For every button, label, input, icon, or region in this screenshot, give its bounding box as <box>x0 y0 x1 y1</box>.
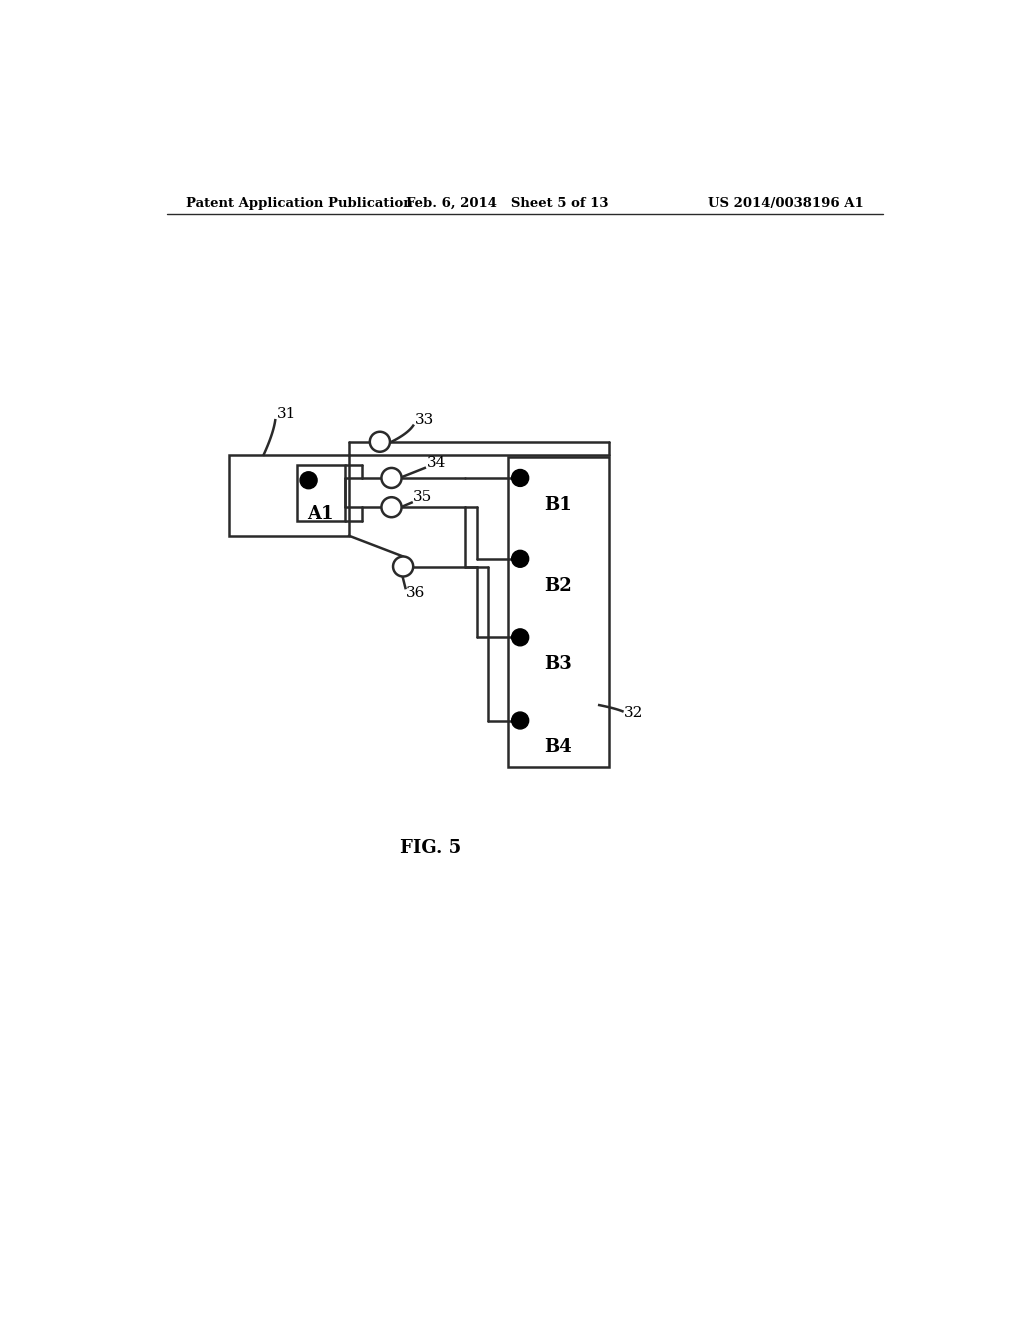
Bar <box>228 455 349 536</box>
Text: 34: 34 <box>426 455 445 470</box>
Text: A1: A1 <box>307 506 334 523</box>
Text: 32: 32 <box>624 706 643 719</box>
Circle shape <box>370 432 390 451</box>
Circle shape <box>300 471 317 488</box>
Bar <box>297 465 345 521</box>
Text: 36: 36 <box>406 586 425 601</box>
Circle shape <box>381 498 401 517</box>
Circle shape <box>381 469 401 488</box>
Text: Patent Application Publication: Patent Application Publication <box>186 197 413 210</box>
Text: B1: B1 <box>544 496 572 513</box>
Bar <box>508 457 608 767</box>
Text: 33: 33 <box>415 413 434 428</box>
Text: B4: B4 <box>544 738 572 756</box>
Text: 35: 35 <box>414 490 432 504</box>
Text: FIG. 5: FIG. 5 <box>399 838 461 857</box>
Text: 31: 31 <box>276 407 296 421</box>
Circle shape <box>512 550 528 568</box>
Text: B2: B2 <box>544 577 572 595</box>
Circle shape <box>393 557 414 577</box>
Text: US 2014/0038196 A1: US 2014/0038196 A1 <box>709 197 864 210</box>
Circle shape <box>512 628 528 645</box>
Circle shape <box>512 711 528 729</box>
Text: Feb. 6, 2014   Sheet 5 of 13: Feb. 6, 2014 Sheet 5 of 13 <box>407 197 609 210</box>
Circle shape <box>512 470 528 487</box>
Text: B3: B3 <box>544 655 572 673</box>
